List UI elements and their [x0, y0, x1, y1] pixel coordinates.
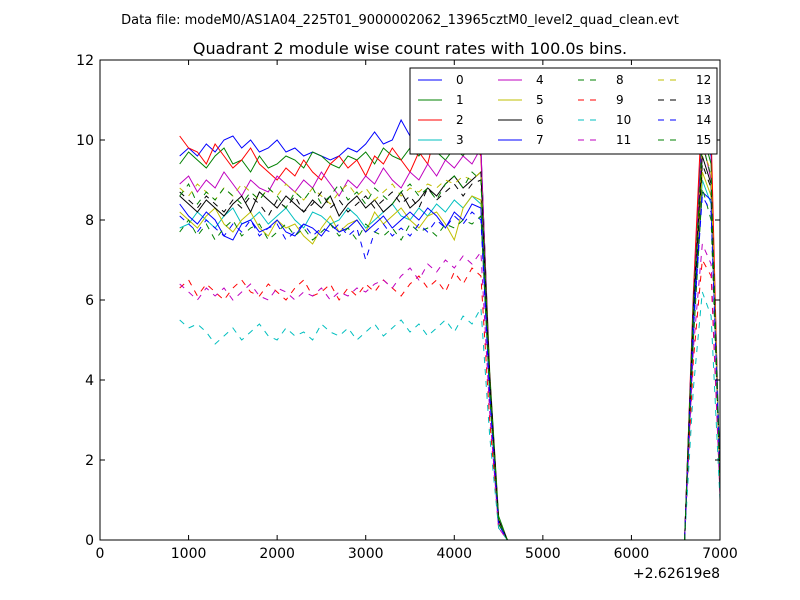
chart-title: Quadrant 2 module wise count rates with …: [193, 39, 627, 58]
series-line-4: [179, 139, 720, 540]
series-line-15: [179, 143, 720, 540]
y-tick-label: 6: [85, 293, 94, 309]
legend-label-14: 14: [696, 113, 711, 127]
x-tick-label: 4000: [436, 546, 472, 562]
legend-box: [409, 67, 718, 155]
series-line-13: [179, 163, 720, 540]
x-tick-label: 2000: [259, 546, 295, 562]
legend-label-9: 9: [616, 93, 624, 107]
y-tick-label: 12: [76, 53, 94, 69]
legend-label-11: 11: [616, 133, 631, 147]
x-tick-label: 1000: [171, 546, 207, 562]
y-tick-label: 0: [85, 533, 94, 549]
series-line-2: [179, 99, 720, 540]
series-line-5: [179, 171, 720, 540]
series-layer: [179, 99, 720, 540]
y-tick-label: 2: [85, 453, 94, 469]
legend-label-0: 0: [456, 73, 464, 87]
legend-label-2: 2: [456, 113, 464, 127]
legend-label-8: 8: [616, 73, 624, 87]
legend-label-3: 3: [456, 133, 464, 147]
legend-label-15: 15: [696, 133, 711, 147]
series-line-9: [179, 258, 720, 540]
x-tick-label: 3000: [348, 546, 384, 562]
legend-label-4: 4: [536, 73, 544, 87]
legend-label-12: 12: [696, 73, 711, 87]
legend-label-13: 13: [696, 93, 711, 107]
y-tick-label: 10: [76, 133, 94, 149]
y-tick-label: 4: [85, 373, 94, 389]
legend-label-7: 7: [536, 133, 544, 147]
x-axis-offset-label: +2.62619e8: [633, 566, 720, 582]
series-line-14: [179, 194, 720, 540]
series-line-7: [179, 190, 720, 540]
legend-label-6: 6: [536, 113, 544, 127]
series-line-6: [179, 155, 720, 540]
series-line-8: [179, 187, 720, 540]
chart-suptitle: Data file: modeM0/AS1A04_225T01_90000020…: [121, 13, 679, 28]
series-line-10: [179, 291, 720, 540]
series-line-3: [179, 179, 720, 540]
x-tick-label: 6000: [614, 546, 650, 562]
y-tick-label: 8: [85, 213, 94, 229]
x-tick-label: 0: [96, 546, 105, 562]
legend-label-1: 1: [456, 93, 464, 107]
legend-label-5: 5: [536, 93, 544, 107]
series-line-0: [179, 118, 720, 540]
x-tick-label: 5000: [525, 546, 561, 562]
x-tick-label: 7000: [702, 546, 738, 562]
series-line-11: [179, 243, 720, 540]
legend-label-10: 10: [616, 113, 631, 127]
